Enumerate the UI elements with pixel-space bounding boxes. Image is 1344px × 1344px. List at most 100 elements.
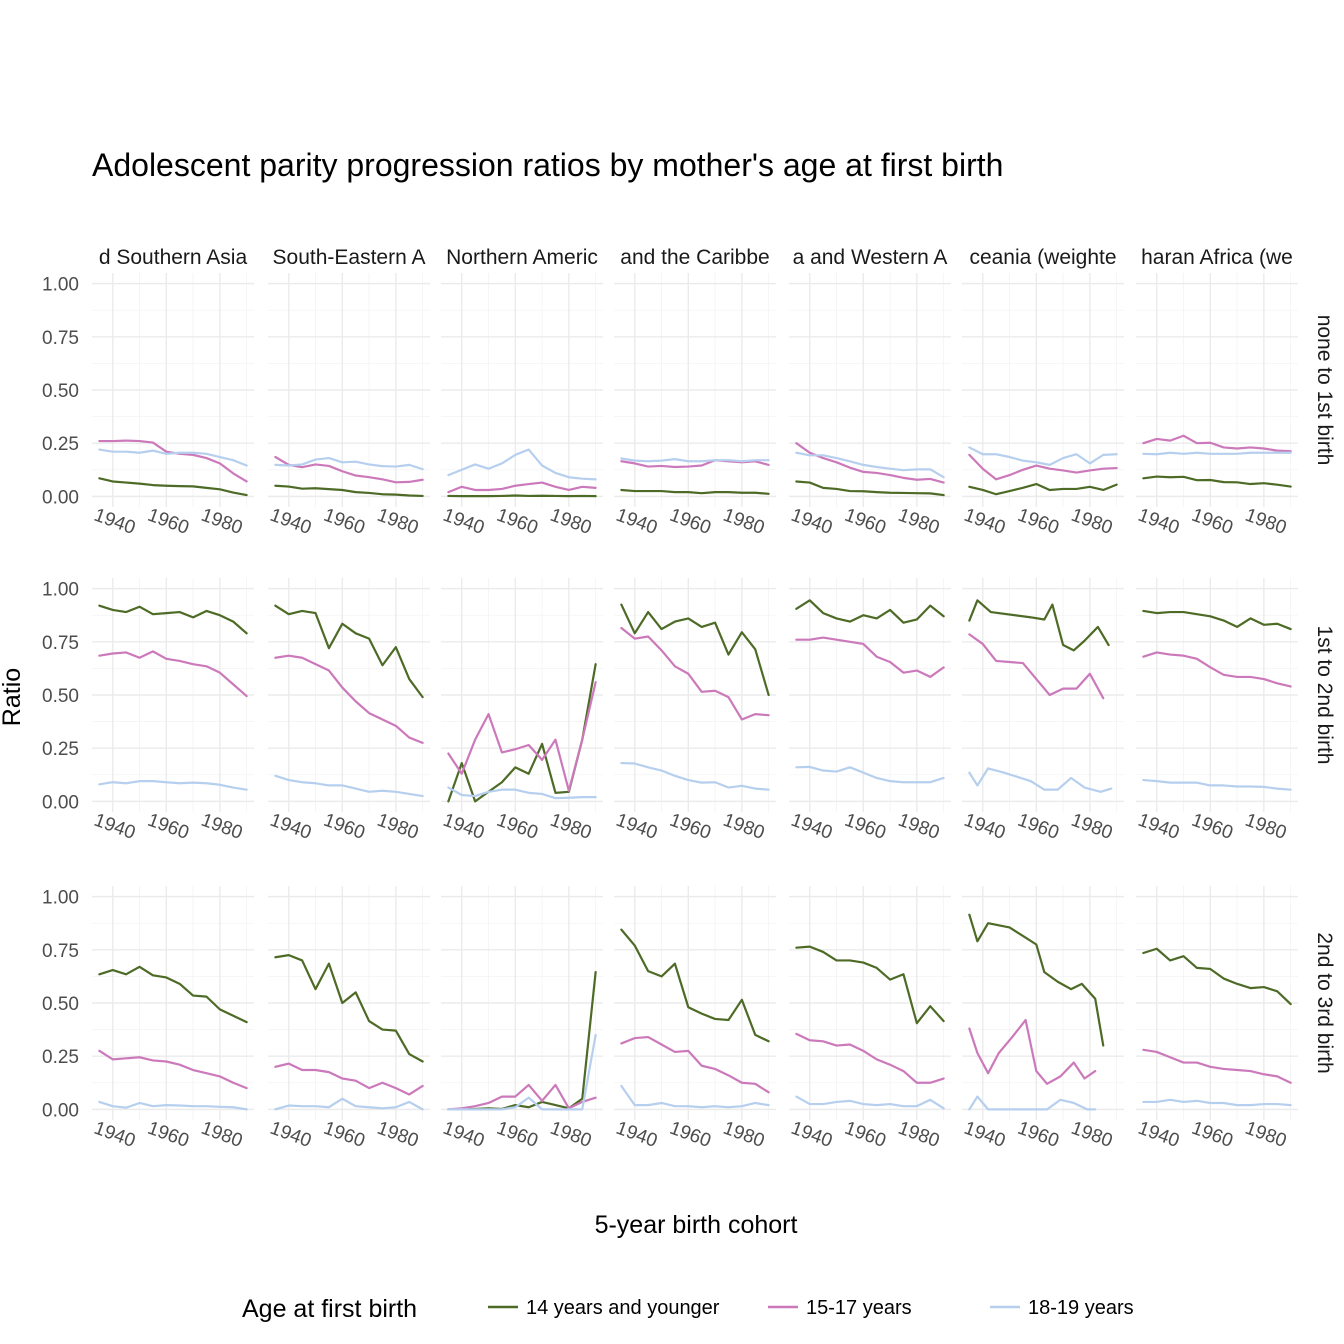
series-line-18-19 — [447, 1033, 597, 1111]
series-line-15-17 — [795, 442, 945, 484]
x-tick-label: 1960 — [1189, 505, 1236, 539]
series-line-15-17 — [274, 1062, 424, 1096]
series-line-15-17 — [1142, 651, 1292, 688]
legend-title: Age at first birth — [242, 1295, 417, 1323]
series-line-18-19 — [274, 1097, 424, 1111]
facet-column-label: and the Caribbe — [620, 246, 769, 269]
series-line-18-19 — [274, 774, 424, 798]
series-line-14-and-younger — [274, 484, 424, 498]
series-line-14-and-younger — [968, 599, 1110, 652]
series-line-14-and-younger — [447, 663, 597, 803]
x-tick-label: 1940 — [1135, 810, 1182, 844]
series-line-18-19 — [1142, 1098, 1292, 1107]
facet-panel: Northern Americ 1940 1960 1980 — [440, 246, 603, 539]
x-tick-label: 1980 — [1068, 810, 1115, 844]
y-tick-label: 0.00 — [42, 792, 79, 813]
y-tick-label: 1.00 — [42, 275, 79, 296]
legend-label-18-19: 18-19 years — [1028, 1297, 1134, 1319]
x-tick-label: 1980 — [720, 1118, 767, 1152]
x-tick-label: 1940 — [91, 1118, 138, 1152]
facet-panel: 1st to 2nd birth 1940 1960 1980 — [1135, 578, 1336, 844]
y-tick-label: 1.00 — [42, 888, 79, 909]
x-tick-label: 1980 — [547, 810, 594, 844]
chart-title: Adolescent parity progression ratios by … — [92, 147, 1003, 183]
series-line-14-and-younger — [795, 480, 945, 497]
series-line-18-19 — [620, 1084, 770, 1109]
x-tick-label: 1960 — [667, 810, 714, 844]
x-tick-label: 1940 — [961, 505, 1008, 539]
facet-column-label: a and Western A — [793, 246, 948, 269]
facet-row-label: 1st to 2nd birth — [1313, 626, 1336, 765]
facet-column-label: d Southern Asia — [99, 246, 248, 269]
y-tick-label: 0.25 — [42, 739, 79, 760]
facet-panel: 0.00 0.25 0.50 0.75 1.00 1940 1960 1980 — [42, 886, 254, 1152]
x-tick-label: 1960 — [842, 505, 889, 539]
x-tick-label: 1960 — [145, 810, 192, 844]
series-line-14-and-younger — [795, 945, 945, 1025]
series-line-18-19 — [795, 765, 945, 784]
y-tick-label: 0.50 — [42, 381, 79, 402]
series-line-15-17 — [968, 453, 1118, 481]
x-tick-label: 1940 — [613, 810, 660, 844]
x-tick-label: 1980 — [1068, 505, 1115, 539]
x-tick-label: 1960 — [1189, 810, 1236, 844]
x-tick-label: 1980 — [720, 505, 767, 539]
series-line-15-17 — [98, 650, 248, 698]
facet-panel: 1940 1960 1980 — [788, 886, 951, 1152]
x-tick-label: 1940 — [267, 505, 314, 539]
facet-row-label: 2nd to 3rd birth — [1313, 932, 1336, 1073]
legend-label-14-and-younger: 14 years and younger — [526, 1297, 720, 1319]
facet-column-label: South-Eastern A — [273, 246, 426, 269]
series-line-14-and-younger — [795, 599, 945, 624]
facet-panel: 1940 1960 1980 — [613, 578, 776, 844]
series-line-15-17 — [447, 681, 597, 792]
x-tick-label: 1980 — [374, 810, 421, 844]
x-tick-label: 1960 — [321, 1118, 368, 1152]
facet-panel: and the Caribbe 1940 1960 1980 — [613, 246, 776, 539]
series-line-14-and-younger — [1142, 475, 1292, 488]
x-tick-label: 1940 — [440, 810, 487, 844]
facet-panel: 0.00 0.25 0.50 0.75 1.00 1940 1960 1980 — [42, 578, 254, 844]
x-tick-label: 1960 — [494, 810, 541, 844]
facet-panel: 1940 1960 1980 — [961, 578, 1124, 844]
facet-column-label: ceania (weighte — [969, 246, 1116, 269]
x-tick-label: 1980 — [198, 810, 245, 844]
series-line-14-and-younger — [968, 913, 1105, 1047]
series-line-15-17 — [795, 636, 945, 679]
y-tick-label: 0.75 — [42, 328, 79, 349]
x-tick-label: 1940 — [91, 505, 138, 539]
facet-panel: 1940 1960 1980 — [613, 886, 776, 1152]
facet-row-label: none to 1st birth — [1313, 315, 1336, 466]
series-line-14-and-younger — [98, 965, 248, 1024]
facet-panel: 1940 1960 1980 — [961, 886, 1124, 1152]
x-tick-label: 1940 — [961, 810, 1008, 844]
facet-panel: a and Western A 1940 1960 1980 — [788, 246, 951, 539]
x-tick-label: 1960 — [1015, 1118, 1062, 1152]
y-tick-label: 0.00 — [42, 487, 79, 508]
x-tick-label: 1980 — [895, 810, 942, 844]
x-tick-label: 1940 — [1135, 505, 1182, 539]
y-tick-label: 0.25 — [42, 434, 79, 455]
series-line-14-and-younger — [620, 603, 770, 697]
series-line-18-19 — [795, 451, 945, 479]
facet-panel: 1940 1960 1980 — [267, 886, 430, 1152]
x-tick-label: 1980 — [547, 1118, 594, 1152]
facet-panel: 1940 1960 1980 — [440, 578, 603, 844]
facet-column-label: haran Africa (we — [1141, 246, 1293, 269]
y-tick-label: 0.50 — [42, 686, 79, 707]
x-tick-label: 1940 — [1135, 1118, 1182, 1152]
x-tick-label: 1940 — [267, 810, 314, 844]
series-line-15-17 — [447, 1083, 597, 1111]
y-tick-label: 0.50 — [42, 994, 79, 1015]
x-tick-label: 1940 — [440, 505, 487, 539]
x-tick-label: 1960 — [494, 505, 541, 539]
x-tick-label: 1980 — [1242, 810, 1289, 844]
series-line-14-and-younger — [1142, 947, 1292, 1006]
x-tick-label: 1940 — [961, 1118, 1008, 1152]
x-tick-label: 1960 — [321, 810, 368, 844]
series-line-18-19 — [968, 767, 1113, 793]
x-tick-label: 1980 — [1242, 1118, 1289, 1152]
x-tick-label: 1960 — [145, 1118, 192, 1152]
